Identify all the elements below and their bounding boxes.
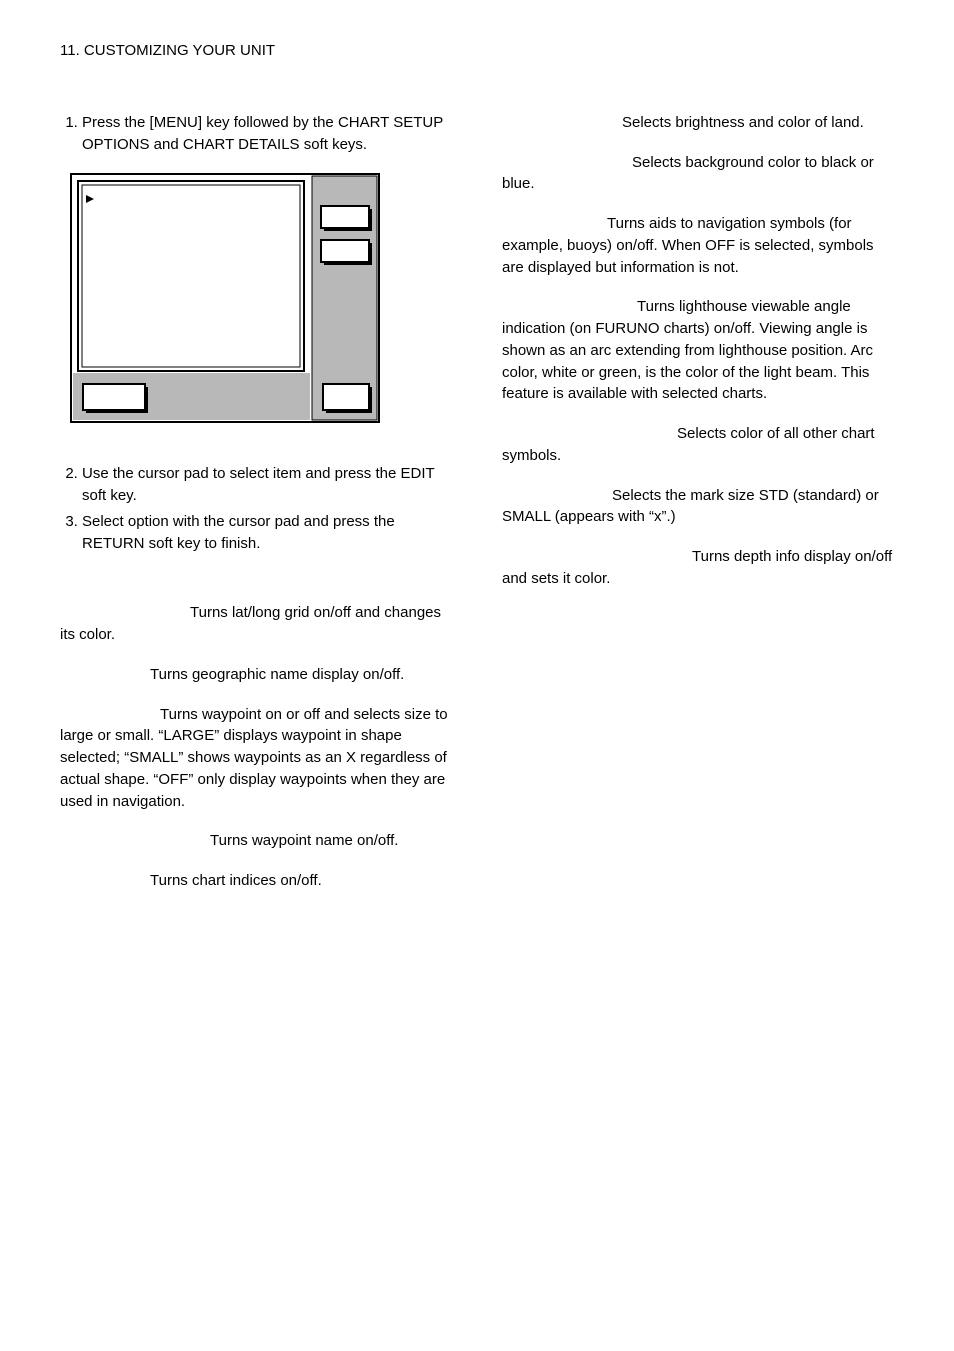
chart-details-figure <box>70 173 452 423</box>
steps-list-1: Press the [MENU] key followed by the CHA… <box>60 112 452 156</box>
left-column: Press the [MENU] key followed by the CHA… <box>60 112 452 910</box>
chart-indices-desc: Turns chart indices on/off. <box>60 870 452 892</box>
latlong-grid-desc: Turns lat/long grid on/off and changes i… <box>60 602 452 646</box>
background-color-desc: Selects background color to black or blu… <box>502 152 894 196</box>
waypoint-desc: Turns waypoint on or off and selects siz… <box>60 704 452 813</box>
two-column-layout: Press the [MENU] key followed by the CHA… <box>60 112 894 910</box>
step-3: Select option with the cursor pad and pr… <box>82 511 452 555</box>
depth-info-desc: Turns depth info display on/off and sets… <box>502 546 894 590</box>
waypoint-name-desc: Turns waypoint name on/off. <box>60 830 452 852</box>
other-symbols-desc: Selects color of all other chart symbols… <box>502 423 894 467</box>
land-brightness-desc: Selects brightness and color of land. <box>502 112 894 134</box>
geo-name-desc: Turns geographic name display on/off. <box>60 664 452 686</box>
lighthouse-desc: Turns lighthouse viewable angle indicati… <box>502 296 894 405</box>
step-2: Use the cursor pad to select item and pr… <box>82 463 452 507</box>
mark-size-desc: Selects the mark size STD (standard) or … <box>502 485 894 529</box>
screen-diagram <box>70 173 380 423</box>
nav-aids-desc: Turns aids to navigation symbols (for ex… <box>502 213 894 278</box>
steps-list-2: Use the cursor pad to select item and pr… <box>60 463 452 554</box>
right-column: Selects brightness and color of land. Se… <box>502 112 894 910</box>
page-header: 11. CUSTOMIZING YOUR UNIT <box>60 40 894 62</box>
step-1: Press the [MENU] key followed by the CHA… <box>82 112 452 156</box>
